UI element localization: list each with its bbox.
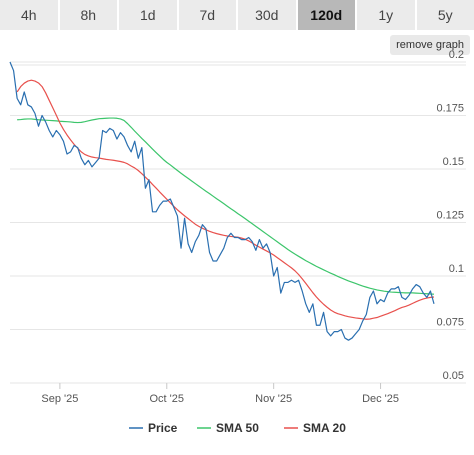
y-axis-ticks: 0.05 0.075 0.1 0.125 0.15 0.175 0.2	[436, 49, 464, 382]
x-tick-label: Oct '25	[150, 393, 185, 405]
x-axis-ticks: Sep '25 Oct '25 Nov '25 Dec '25	[41, 383, 399, 405]
y-tick-label: 0.05	[443, 370, 464, 382]
y-tick-label: 0.1	[449, 263, 464, 275]
tab-5y[interactable]: 5y	[416, 0, 474, 30]
legend-item-sma-50[interactable]: SMA 50	[197, 421, 259, 435]
timeframe-tabs: 4h 8h 1d 7d 30d 120d 1y 5y	[0, 0, 474, 30]
y-tick-label: 0.075	[436, 317, 464, 329]
series-line-sma-20	[16, 79, 435, 320]
legend-label: SMA 20	[303, 421, 346, 435]
tab-30d[interactable]: 30d	[238, 0, 296, 30]
y-tick-label: 0.2	[449, 49, 464, 61]
x-tick-label: Sep '25	[41, 393, 78, 405]
tab-1y[interactable]: 1y	[357, 0, 415, 30]
tab-120d[interactable]: 120d	[297, 0, 355, 30]
tab-7d[interactable]: 7d	[178, 0, 236, 30]
tab-1d[interactable]: 1d	[119, 0, 177, 30]
legend-item-sma-20[interactable]: SMA 20	[284, 421, 346, 435]
tab-8h[interactable]: 8h	[59, 0, 117, 30]
series-line-sma-50	[17, 117, 435, 295]
y-tick-label: 0.15	[443, 156, 464, 168]
legend-item-price[interactable]: Price	[129, 421, 178, 435]
legend-label: Price	[148, 421, 178, 435]
remove-graph-button[interactable]: remove graph	[390, 35, 470, 55]
chart-legend: Price SMA 50 SMA 20	[129, 421, 346, 435]
y-tick-label: 0.175	[436, 103, 464, 115]
legend-label: SMA 50	[216, 421, 259, 435]
x-tick-label: Nov '25	[255, 393, 292, 405]
tab-4h[interactable]: 4h	[0, 0, 58, 30]
series-line-price	[9, 61, 435, 341]
chart-grid	[10, 61, 466, 384]
x-tick-label: Dec '25	[362, 393, 399, 405]
chart-series	[9, 61, 435, 341]
y-tick-label: 0.125	[436, 210, 464, 222]
